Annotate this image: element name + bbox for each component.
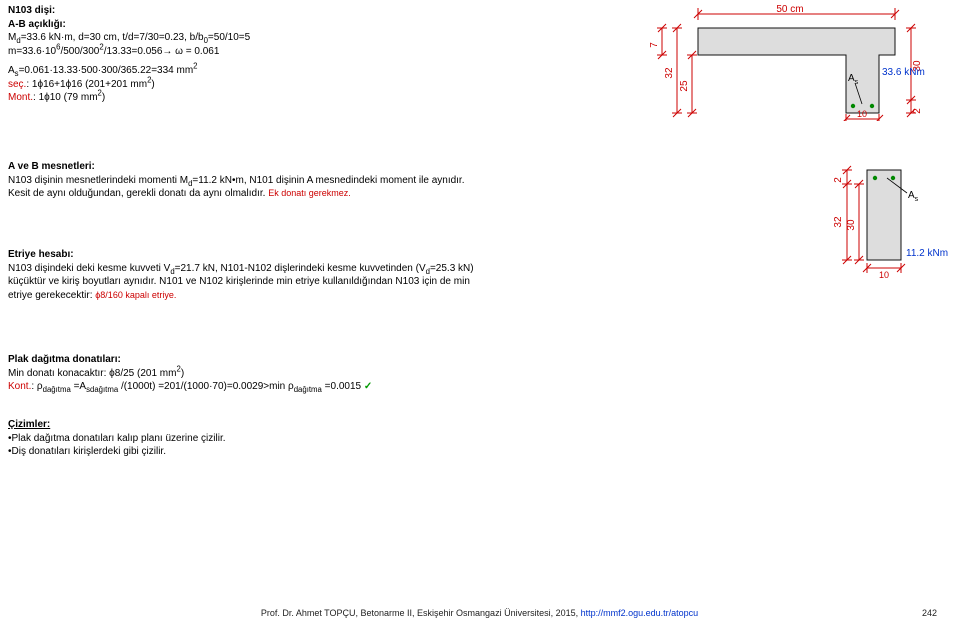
page-footer: Prof. Dr. Ahmet TOPÇU, Betonarme II, Esk… [0, 608, 959, 618]
dim-50cm: 50 cm [776, 4, 803, 15]
mont-label: Mont. [8, 92, 33, 103]
st-l2: küçüktür ve kiriş boyutları aynıdır. N10… [8, 275, 628, 289]
ab-title: A ve B mesnetleri: [8, 160, 588, 174]
ab-l2b: Ek donatı gerekmez. [268, 188, 351, 198]
dim-10-1: 10 [857, 109, 867, 119]
drawings-section: Çizimler: •Plak dağıtma donatıları kalıp… [8, 418, 508, 459]
md-line: Md=33.6 kN·m, d=30 cm, t/d=7/30=0.23, b/… [8, 31, 408, 45]
n103-section: N103 dişi: A-B açıklığı: Md=33.6 kN·m, d… [8, 4, 408, 105]
st-l3b: ϕ8/160 kapalı etriye. [95, 290, 176, 300]
moment-2: 11.2 kNm [906, 248, 948, 259]
slab-kont: Kont.: ρdağıtma =Asdağıtma /(1000t) =201… [8, 380, 708, 394]
ab-l2a: Kesit de aynı olduğundan, gerekli donatı… [8, 188, 265, 199]
dim-32-2: 32 [833, 216, 844, 228]
k-sub2: sdağıtma [86, 385, 118, 394]
k-val: =0.0015 [322, 381, 364, 392]
page-number: 242 [922, 608, 937, 618]
sec-line: seç.: 1ϕ16+1ϕ16 (201+201 mm2) [8, 78, 408, 92]
ab-l2: Kesit de aynı olduğundan, gerekli donatı… [8, 187, 588, 201]
sec-val: : 1ϕ16+1ϕ16 (201+201 mm2) [26, 79, 154, 90]
dim-2-2: 2 [833, 177, 844, 183]
k-sub1: dağıtma [43, 385, 71, 394]
t-section-figure: 50 cm 7 32 [643, 3, 943, 124]
k-sub3: dağıtma [294, 385, 322, 394]
slab-title: Plak dağıtma donatıları: [8, 353, 708, 367]
as-sym: A [8, 65, 15, 76]
sec-label: seç. [8, 79, 26, 90]
rect-section-figure: 2 32 30 As [827, 160, 957, 303]
slab-rebar-section: Plak dağıtma donatıları: Min donatı kona… [8, 353, 708, 394]
dim-30-2: 30 [846, 219, 857, 231]
md-val: =33.6 kN·m, d=30 cm, t/d=7/30=0.23, b/b [21, 32, 204, 43]
stirrup-section: Etriye hesabı: N103 dişindeki deki kesme… [8, 248, 628, 302]
slab-l1: Min donatı konacaktır: ϕ8/25 (201 mm2) [8, 367, 708, 381]
check-icon: ✓ [364, 381, 372, 392]
stirrup-title: Etriye hesabı: [8, 248, 628, 262]
n103-title: N103 dişi: [8, 4, 408, 18]
ab-l1: N103 dişinin mesnetlerindeki momenti Md=… [8, 174, 588, 188]
kont-label: Kont. [8, 381, 31, 392]
dim-32: 32 [664, 67, 675, 79]
dim-25: 25 [679, 80, 690, 92]
ab-supports: A ve B mesnetleri: N103 dişinin mesnetle… [8, 160, 588, 201]
mont-line: Mont.: 1ϕ10 (79 mm2) [8, 91, 408, 105]
drawings-b1: •Plak dağıtma donatıları kalıp planı üze… [8, 432, 508, 446]
dim-10-2: 10 [879, 270, 889, 280]
as-label-2: As [908, 190, 919, 203]
k-rho1: : ρ [31, 381, 42, 392]
st-l3a: etriye gerekecektir: [8, 290, 95, 301]
st-l3: etriye gerekecektir: ϕ8/160 kapalı etriy… [8, 289, 628, 303]
k-mid: /(1000t) =201/(1000·70)=0.0029>min ρ [118, 381, 294, 392]
as-val: =0.061·13.33·500·300/365.22=334 mm2 [19, 65, 198, 76]
footer-text: Prof. Dr. Ahmet TOPÇU, Betonarme II, Esk… [261, 608, 581, 618]
ab-subtitle: A-B açıklığı: [8, 18, 408, 32]
drawings-title: Çizimler: [8, 418, 508, 432]
footer-link[interactable]: http://mmf2.ogu.edu.tr/atopcu [581, 608, 699, 618]
moment-1: 33.6 kNm [882, 67, 925, 78]
md-val2: =50/10=5 [208, 32, 250, 43]
as-line: As=0.061·13.33·500·300/365.22=334 mm2 [8, 64, 408, 78]
dim-7: 7 [649, 42, 660, 48]
drawings-b2: •Diş donatıları kirişlerdeki gibi çizili… [8, 445, 508, 459]
dim-2-r: 2 [912, 108, 923, 114]
k-a: =A [71, 381, 86, 392]
st-l1: N103 dişindeki deki kesme kuvveti Vd=21.… [8, 262, 628, 276]
m-line: m=33.6·106/500/3002/13.33=0.056→ ω = 0.0… [8, 45, 408, 59]
mont-val: : 1ϕ10 (79 mm2) [33, 92, 105, 103]
